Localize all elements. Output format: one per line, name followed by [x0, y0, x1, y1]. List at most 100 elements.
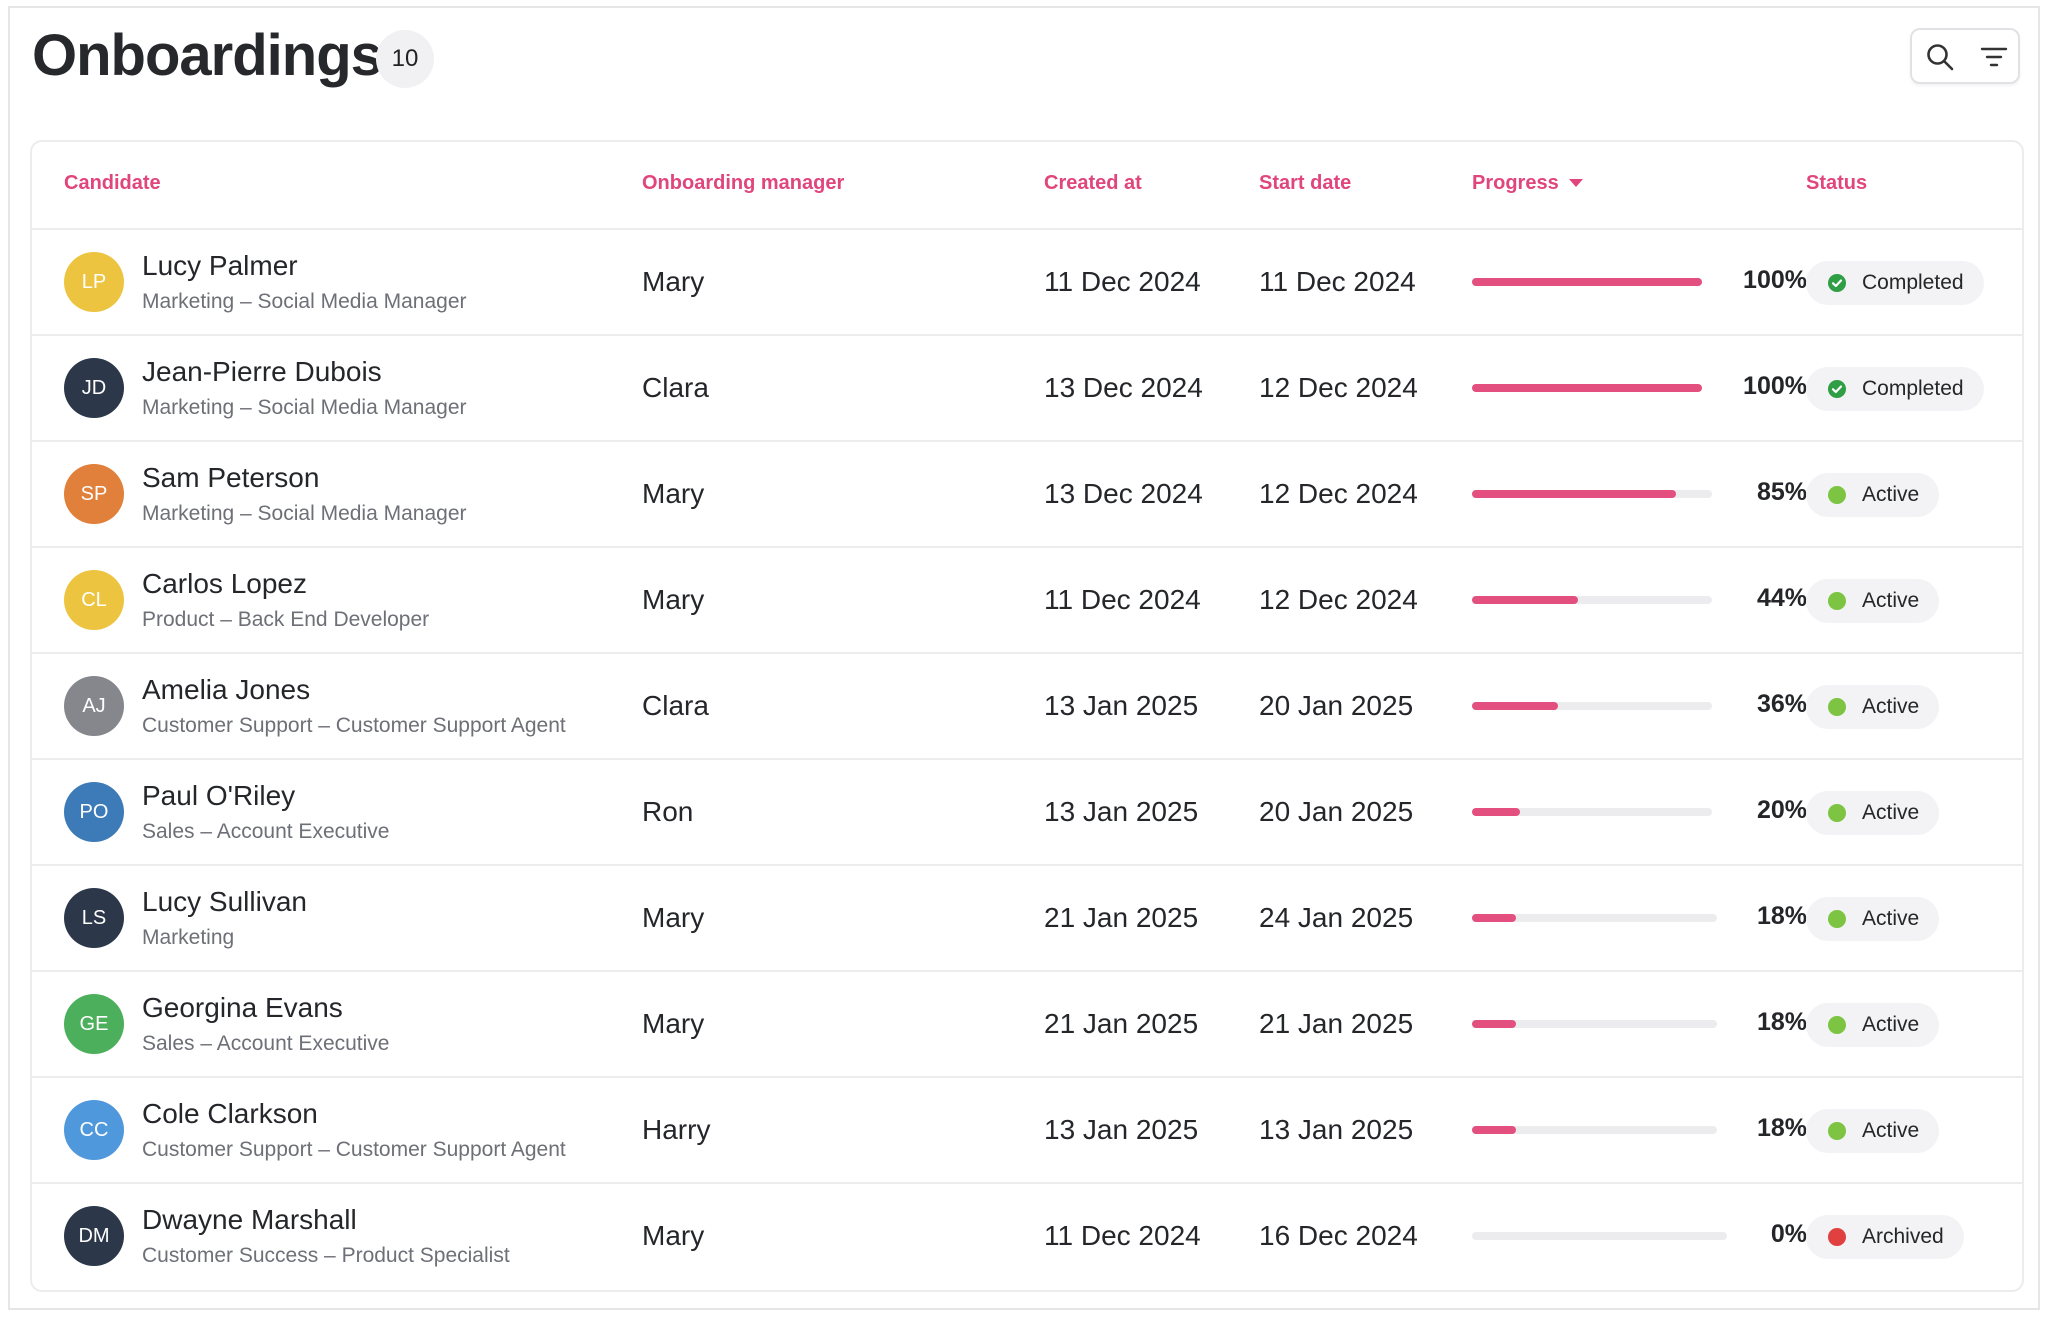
- progress-fill: [1472, 490, 1676, 498]
- avatar: LP: [64, 252, 124, 312]
- created-at: 13 Jan 2025: [1044, 796, 1199, 827]
- table-row[interactable]: DM Dwayne Marshall Customer Success – Prod…: [32, 1184, 2022, 1290]
- created-at: 13 Dec 2024: [1044, 478, 1203, 509]
- app-frame: Onboardings 10 Candidate Onboarding mana…: [8, 6, 2040, 1310]
- candidate-name[interactable]: Sam Peterson: [142, 462, 320, 493]
- avatar: AJ: [64, 676, 124, 736]
- progress-fill: [1472, 278, 1702, 286]
- check-circle-icon: [1828, 274, 1846, 292]
- candidate-name[interactable]: Jean-Pierre Dubois: [142, 356, 382, 387]
- status-label: Active: [1862, 483, 1920, 506]
- candidate-name[interactable]: Lucy Sullivan: [142, 886, 307, 917]
- onboardings-table: Candidate Onboarding manager Created at …: [30, 140, 2024, 1292]
- progress-fill: [1472, 702, 1558, 710]
- table-row[interactable]: LP Lucy Palmer Marketing – Social Media Ma…: [32, 230, 2022, 336]
- progress-bar: [1472, 808, 1712, 816]
- table-row[interactable]: LS Lucy Sullivan Marketing Mary 21 Jan 2025 2…: [32, 866, 2022, 972]
- status-badge: Completed: [1806, 367, 1984, 411]
- progress-percent: 18%: [1756, 902, 1807, 930]
- start-date: 24 Jan 2025: [1259, 902, 1414, 933]
- status-dot-icon: [1828, 910, 1846, 928]
- filter-button[interactable]: [1966, 30, 2020, 82]
- search-icon: [1927, 44, 1954, 71]
- candidate-name[interactable]: Georgina Evans: [142, 992, 343, 1023]
- status-label: Active: [1862, 1119, 1920, 1142]
- status-label: Completed: [1862, 377, 1964, 400]
- status-label: Active: [1862, 695, 1920, 718]
- status-label: Active: [1862, 1013, 1920, 1036]
- column-manager[interactable]: Onboarding manager: [642, 172, 845, 194]
- onboarding-manager: Clara: [642, 372, 709, 403]
- onboarding-manager: Mary: [642, 1220, 705, 1251]
- filter-icon: [1980, 47, 2008, 67]
- created-at: 11 Dec 2024: [1044, 266, 1201, 297]
- onboarding-manager: Mary: [642, 478, 705, 509]
- column-start-date[interactable]: Start date: [1259, 172, 1352, 194]
- table-row[interactable]: SP Sam Peterson Marketing – Social Media M…: [32, 442, 2022, 548]
- onboarding-manager: Mary: [642, 1008, 705, 1039]
- progress-bar: [1472, 596, 1712, 604]
- candidate-role: Sales – Account Executive: [142, 820, 390, 843]
- status-label: Active: [1862, 801, 1920, 824]
- progress-percent: 36%: [1756, 690, 1807, 718]
- table-row[interactable]: PO Paul O'Riley Sales – Account Executive R…: [32, 760, 2022, 866]
- avatar: GE: [64, 994, 124, 1054]
- candidate-name[interactable]: Amelia Jones: [142, 674, 311, 705]
- progress-bar: [1472, 914, 1717, 922]
- progress-bar: [1472, 702, 1712, 710]
- table-row[interactable]: AJ Amelia Jones Customer Support – Custome…: [32, 654, 2022, 760]
- status-badge: Active: [1806, 897, 1940, 941]
- table-row[interactable]: CL Carlos Lopez Product – Back End Develop…: [32, 548, 2022, 654]
- candidate-name[interactable]: Cole Clarkson: [142, 1098, 318, 1129]
- start-date: 20 Jan 2025: [1259, 796, 1414, 827]
- candidate-name[interactable]: Lucy Palmer: [142, 250, 298, 281]
- status-dot-icon: [1828, 1122, 1846, 1140]
- candidate-role: Customer Support – Customer Support Agen…: [142, 714, 566, 737]
- progress-percent: 85%: [1756, 478, 1807, 506]
- candidate-name[interactable]: Dwayne Marshall: [142, 1204, 357, 1235]
- start-date: 21 Jan 2025: [1259, 1008, 1414, 1039]
- candidate-role: Marketing – Social Media Manager: [142, 396, 467, 419]
- created-at: 11 Dec 2024: [1044, 1220, 1201, 1251]
- table-row[interactable]: GE Georgina Evans Sales – Account Executiv…: [32, 972, 2022, 1078]
- candidate-role: Marketing: [142, 926, 235, 949]
- candidate-role: Product – Back End Developer: [142, 608, 430, 631]
- status-badge: Completed: [1806, 261, 1984, 305]
- status-badge: Active: [1806, 685, 1940, 729]
- progress-bar: [1472, 1126, 1717, 1134]
- status-badge: Active: [1806, 1003, 1940, 1047]
- check-circle-icon: [1828, 380, 1846, 398]
- status-label: Active: [1862, 589, 1920, 612]
- status-dot-icon: [1828, 698, 1846, 716]
- avatar: CL: [64, 570, 124, 630]
- table-row[interactable]: CC Cole Clarkson Customer Support – Custom…: [32, 1078, 2022, 1184]
- table-row[interactable]: JD Jean-Pierre Dubois Marketing – Social M…: [32, 336, 2022, 442]
- created-at: 13 Jan 2025: [1044, 1114, 1199, 1145]
- candidate-name[interactable]: Paul O'Riley: [142, 780, 296, 811]
- status-dot-icon: [1828, 1228, 1846, 1246]
- start-date: 20 Jan 2025: [1259, 690, 1414, 721]
- avatar: LS: [64, 888, 124, 948]
- page-header: Onboardings 10: [10, 8, 2038, 138]
- progress-percent: 0%: [1770, 1220, 1807, 1248]
- progress-percent: 18%: [1756, 1008, 1807, 1036]
- start-date: 12 Dec 2024: [1259, 584, 1418, 615]
- avatar: JD: [64, 358, 124, 418]
- candidate-role: Sales – Account Executive: [142, 1032, 390, 1055]
- candidate-role: Marketing – Social Media Manager: [142, 502, 467, 525]
- progress-percent: 20%: [1756, 796, 1807, 824]
- page-title: Onboardings: [32, 23, 383, 88]
- start-date: 13 Jan 2025: [1259, 1114, 1414, 1145]
- avatar: SP: [64, 464, 124, 524]
- onboarding-manager: Mary: [642, 266, 705, 297]
- column-candidate[interactable]: Candidate: [64, 172, 161, 194]
- status-badge: Active: [1806, 791, 1940, 835]
- progress-bar: [1472, 1020, 1717, 1028]
- candidate-name[interactable]: Carlos Lopez: [142, 568, 307, 599]
- column-created-at[interactable]: Created at: [1044, 172, 1142, 194]
- search-button[interactable]: [1912, 30, 1966, 82]
- progress-bar: [1472, 1232, 1727, 1240]
- avatar: PO: [64, 782, 124, 842]
- column-progress[interactable]: Progress: [1472, 172, 1585, 195]
- column-status[interactable]: Status: [1806, 172, 1868, 194]
